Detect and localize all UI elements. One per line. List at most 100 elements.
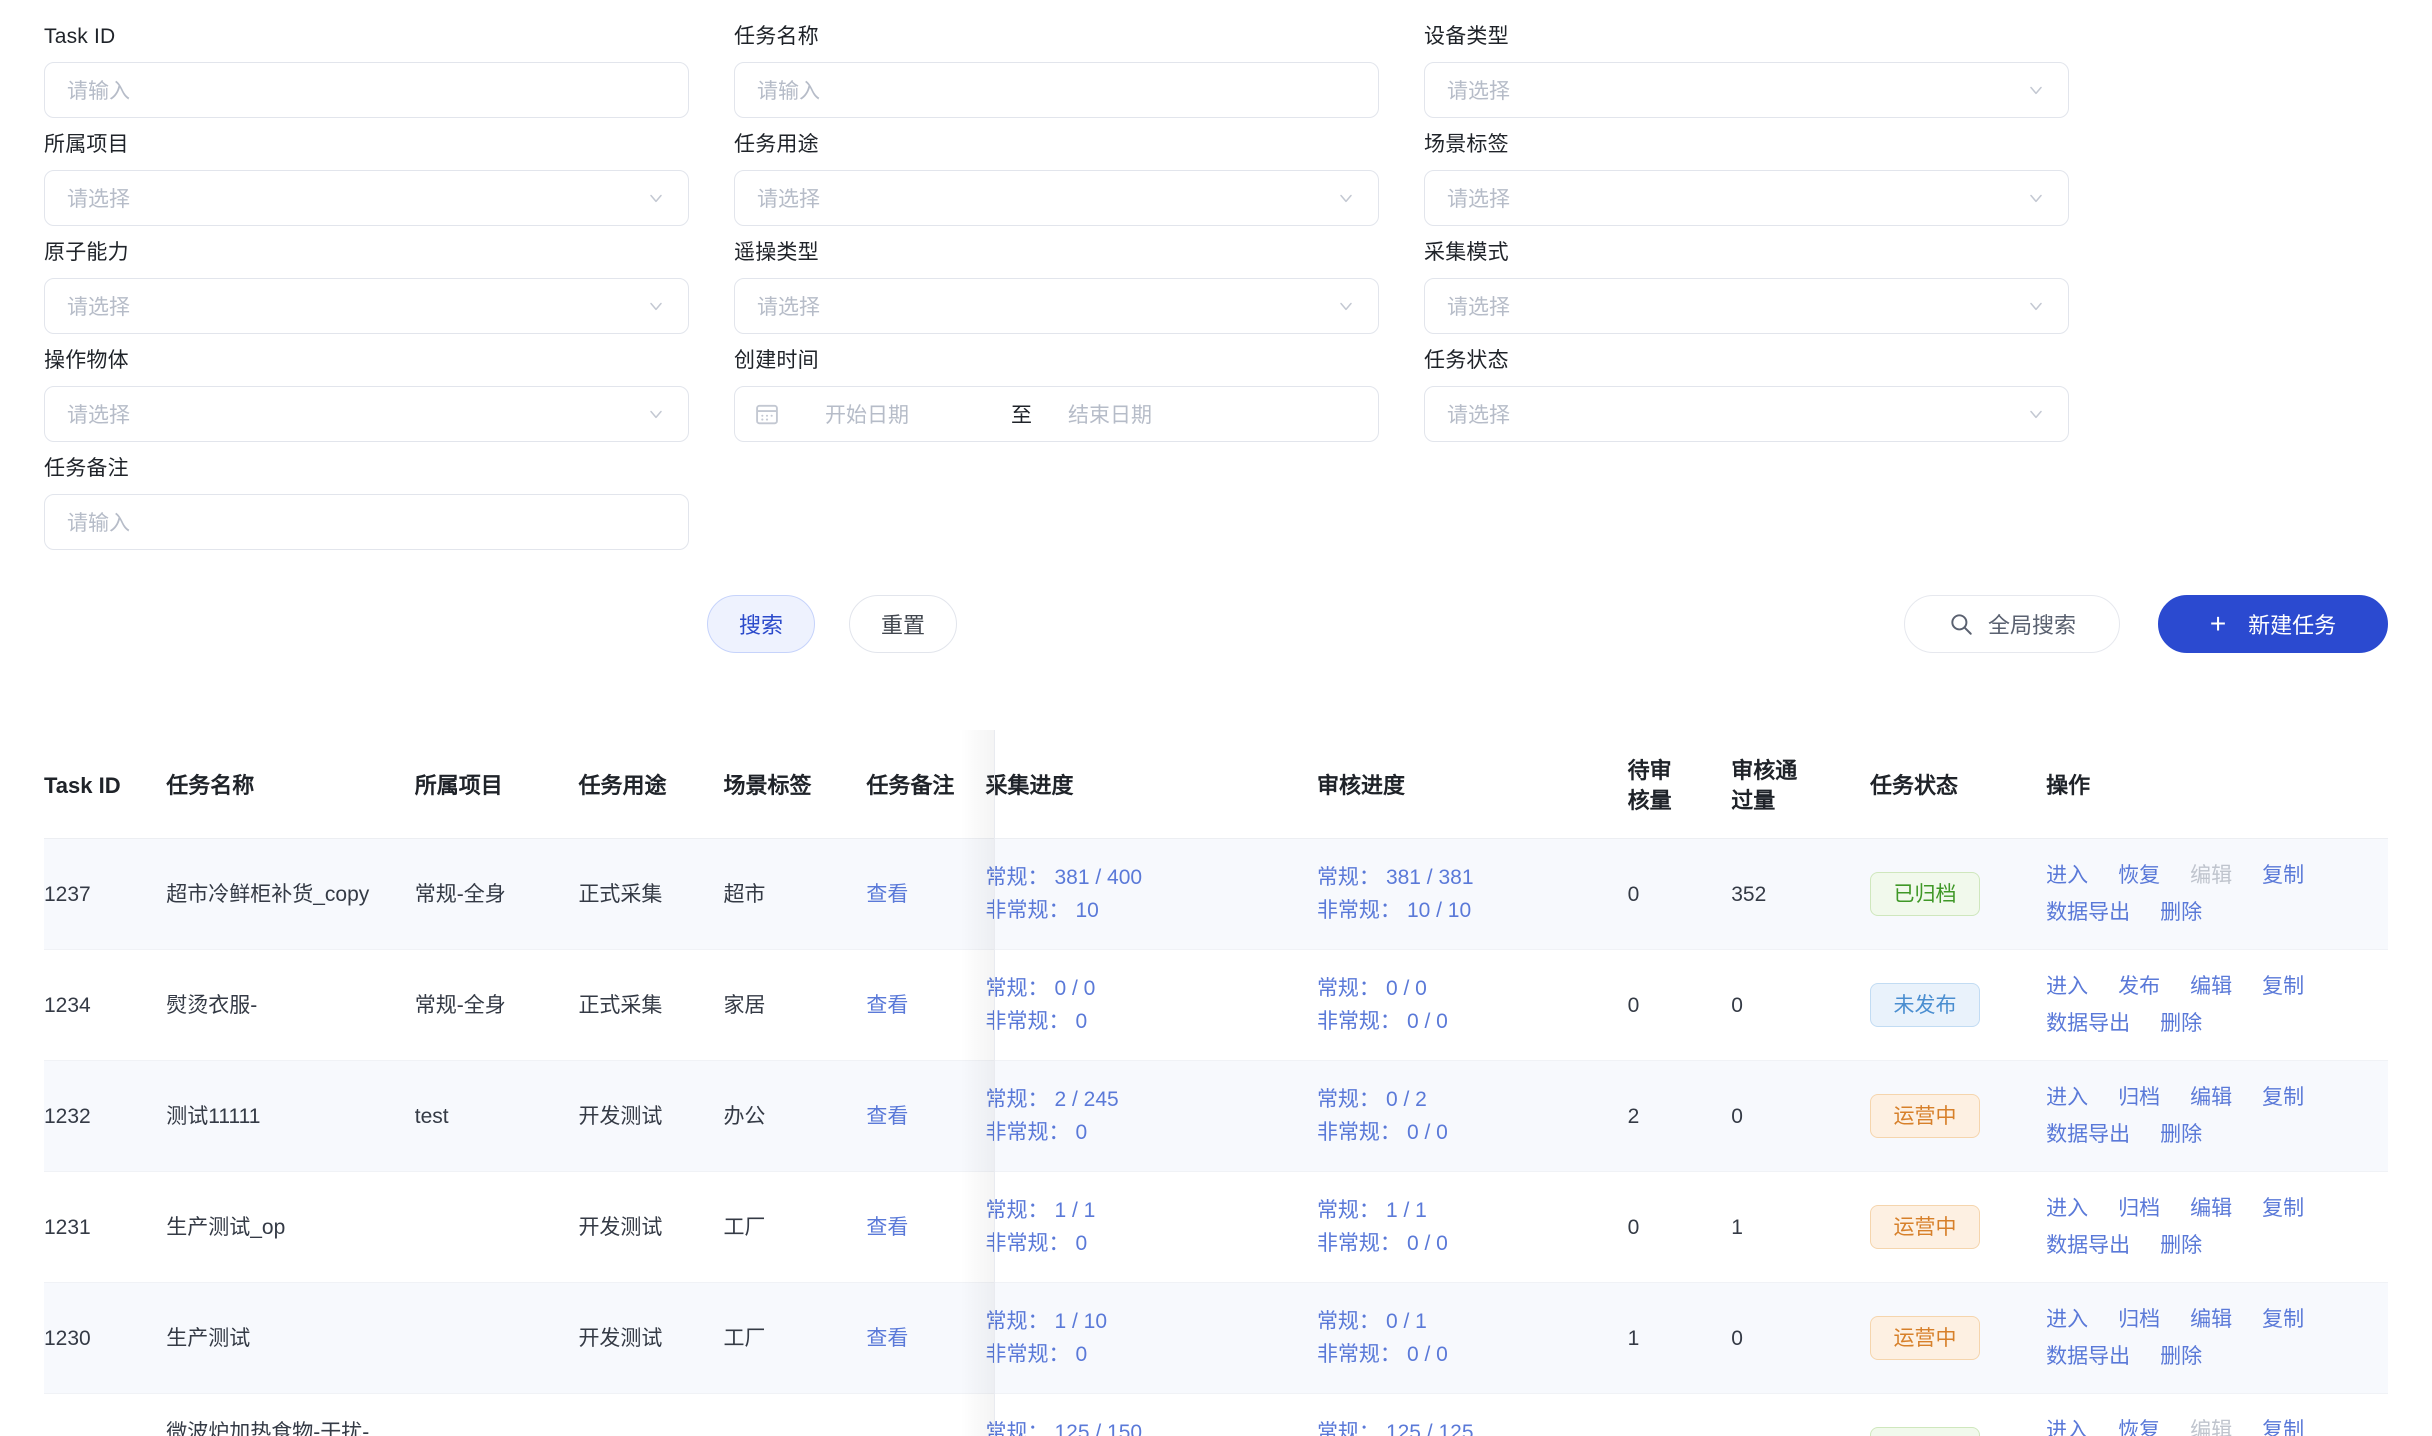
input-1[interactable]: 请输入 [734,62,1379,118]
cell-collect-progress: 常规：1 / 10非常规：0 [985,1283,1316,1394]
op-link-3[interactable]: 复制 [2262,859,2304,892]
cell-status: 未发布 [1870,950,2046,1061]
op-link-2: 编辑 [2190,859,2232,892]
cell-project: 常规-全身 [415,839,579,950]
op-link-3[interactable]: 复制 [2262,1303,2304,1336]
op-link-5[interactable]: 删除 [2160,1118,2202,1151]
op-link-4[interactable]: 数据导出 [2046,1007,2130,1040]
op-link-5[interactable]: 删除 [2160,1229,2202,1262]
cell-operations: 进入恢复编辑复制数据导出删除 [2046,839,2388,950]
op-link-4[interactable]: 数据导出 [2046,896,2130,929]
table-row[interactable]: 1227微波炉加热食物-干扰-depth降…算法专用开发测试餐厅查看常规：125… [44,1394,2388,1436]
cell-audit-progress-irregular: 非常规：0 / 0 [1317,1338,1628,1371]
op-link-0[interactable]: 进入 [2046,970,2088,1003]
select-2[interactable]: 请选择 [1424,62,2069,118]
op-link-5[interactable]: 删除 [2160,896,2202,929]
input-placeholder: 请输入 [67,507,666,537]
select-3[interactable]: 请选择 [44,170,689,226]
col-project: 所属项目 [415,736,579,839]
select-placeholder: 请选择 [1447,399,2026,429]
remark-view-link[interactable]: 查看 [866,1327,908,1350]
select-7[interactable]: 请选择 [734,278,1379,334]
remark-view-link[interactable]: 查看 [866,1105,908,1128]
status-badge: 已归档 [1870,872,1980,916]
table-row[interactable]: 1237超市冷鲜柜补货_copy常规-全身正式采集超市查看常规：381 / 40… [44,839,2388,950]
filter-field-2: 设备类型请选择 [1424,22,2069,118]
date-end-input[interactable]: 结束日期 [1068,399,1218,429]
op-link-4[interactable]: 数据导出 [2046,1118,2130,1151]
op-link-5[interactable]: 删除 [2160,1340,2202,1373]
op-link-3[interactable]: 复制 [2262,1192,2304,1225]
input-12[interactable]: 请输入 [44,494,689,550]
select-9[interactable]: 请选择 [44,386,689,442]
cell-project: 常规-全身 [415,950,579,1061]
col-passed: 审核通 过量 [1731,736,1870,839]
table-row[interactable]: 1232测试11111test开发测试办公查看常规：2 / 245非常规：0常规… [44,1061,2388,1172]
search-icon [1948,611,1974,637]
op-link-5[interactable]: 删除 [2160,1007,2202,1040]
op-link-1[interactable]: 归档 [2118,1303,2160,1336]
cell-audit-progress-regular: 常规：1 / 1 [1317,1194,1628,1227]
col-task-id: Task ID [44,736,166,839]
col-scene: 场景标签 [723,736,866,839]
op-link-0[interactable]: 进入 [2046,1414,2088,1436]
op-link-3[interactable]: 复制 [2262,970,2304,1003]
table-row[interactable]: 1234熨烫衣服-常规-全身正式采集家居查看常规：0 / 0非常规：0常规：0 … [44,950,2388,1061]
action-bar: 搜索 重置 全局搜索 + 新建任务 [44,588,2388,660]
op-link-0[interactable]: 进入 [2046,1303,2088,1336]
cell-audit-progress: 常规：0 / 2非常规：0 / 0 [1317,1061,1628,1172]
table-row[interactable]: 1230生产测试开发测试工厂查看常规：1 / 10非常规：0常规：0 / 1非常… [44,1283,2388,1394]
global-search-button[interactable]: 全局搜索 [1904,595,2120,653]
date-separator: 至 [1011,399,1032,429]
col-pending-line2: 核量 [1628,788,1672,813]
op-link-1[interactable]: 发布 [2118,970,2160,1003]
op-link-2[interactable]: 编辑 [2190,1081,2232,1114]
op-link-4[interactable]: 数据导出 [2046,1229,2130,1262]
table-row[interactable]: 1231生产测试_op开发测试工厂查看常规：1 / 1非常规：0常规：1 / 1… [44,1172,2388,1283]
cell-name: 生产测试 [166,1283,415,1394]
remark-view-link[interactable]: 查看 [866,994,908,1017]
cell-pending-count: 0 [1628,839,1732,950]
cell-usage: 开发测试 [578,1172,723,1283]
col-audit: 审核进度 [1317,736,1628,839]
cell-collect-progress: 常规：2 / 245非常规：0 [985,1061,1316,1172]
op-link-4[interactable]: 数据导出 [2046,1340,2130,1373]
col-ops: 操作 [2046,736,2388,839]
cell-scene: 超市 [723,839,866,950]
select-8[interactable]: 请选择 [1424,278,2069,334]
op-link-2[interactable]: 编辑 [2190,1303,2232,1336]
op-link-0[interactable]: 进入 [2046,1081,2088,1114]
op-link-1[interactable]: 恢复 [2118,1414,2160,1436]
select-11[interactable]: 请选择 [1424,386,2069,442]
search-button[interactable]: 搜索 [707,595,815,653]
select-6[interactable]: 请选择 [44,278,689,334]
op-link-2[interactable]: 编辑 [2190,970,2232,1003]
reset-button[interactable]: 重置 [849,595,957,653]
filter-field-5: 场景标签请选择 [1424,130,2069,226]
op-link-0[interactable]: 进入 [2046,859,2088,892]
date-start-input[interactable]: 开始日期 [825,399,975,429]
cell-status: 运营中 [1870,1172,2046,1283]
op-link-3[interactable]: 复制 [2262,1081,2304,1114]
cell-status: 已归档 [1870,839,2046,950]
cell-task-id: 1230 [44,1283,166,1394]
operations-group: 进入恢复编辑复制数据导出删除 [2046,1414,2346,1436]
input-placeholder: 请输入 [67,75,666,105]
op-link-0[interactable]: 进入 [2046,1192,2088,1225]
op-link-2[interactable]: 编辑 [2190,1192,2232,1225]
cell-audit-progress-irregular: 非常规：0 / 0 [1317,1227,1628,1260]
new-task-button[interactable]: + 新建任务 [2158,595,2388,653]
date-range-picker[interactable]: 开始日期 至 结束日期 [734,386,1379,442]
input-0[interactable]: 请输入 [44,62,689,118]
select-4[interactable]: 请选择 [734,170,1379,226]
select-5[interactable]: 请选择 [1424,170,2069,226]
col-remark: 任务备注 [866,736,985,839]
op-link-3[interactable]: 复制 [2262,1414,2304,1436]
cell-collect-progress-irregular: 非常规：0 [985,1227,1316,1260]
remark-view-link[interactable]: 查看 [866,1216,908,1239]
cell-audit-progress-irregular: 非常规：10 / 10 [1317,894,1628,927]
op-link-1[interactable]: 归档 [2118,1192,2160,1225]
remark-view-link[interactable]: 查看 [866,883,908,906]
op-link-1[interactable]: 恢复 [2118,859,2160,892]
op-link-1[interactable]: 归档 [2118,1081,2160,1114]
